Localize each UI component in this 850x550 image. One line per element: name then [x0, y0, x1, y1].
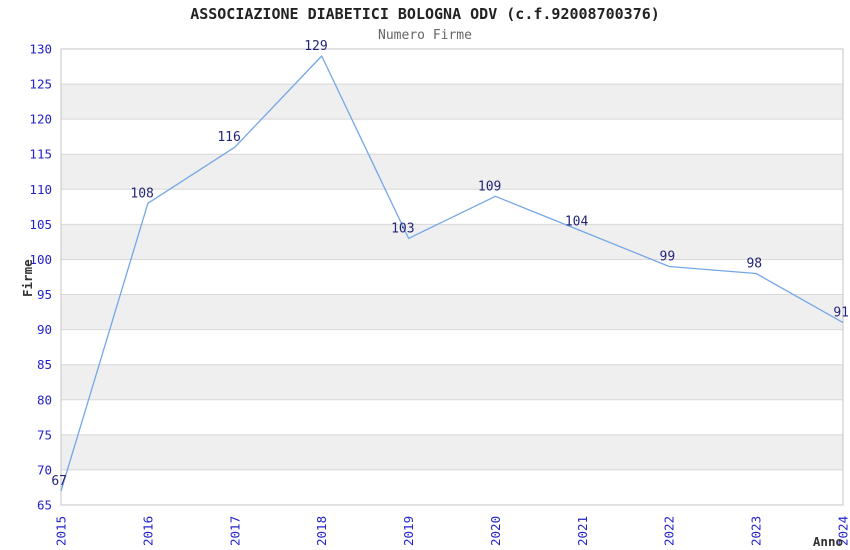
y-tick-label: 125 [29, 77, 52, 92]
point-label: 98 [746, 257, 762, 272]
point-label: 99 [660, 250, 676, 265]
y-tick-label: 65 [37, 498, 52, 513]
y-tick-label: 110 [29, 182, 52, 197]
y-tick-label: 95 [37, 287, 52, 302]
point-label: 109 [478, 179, 501, 194]
y-tick-label: 100 [29, 252, 52, 267]
plot-border [60, 48, 844, 506]
point-label: 91 [833, 306, 849, 321]
x-tick-label: 2023 [749, 516, 764, 546]
x-tick-label: 2019 [401, 516, 416, 546]
y-tick-label: 105 [29, 217, 52, 232]
plot-band [61, 84, 843, 120]
y-tick-label: 130 [29, 42, 52, 57]
y-tick-label: 70 [37, 462, 52, 477]
point-label: 67 [51, 474, 67, 489]
y-tick-label: 80 [37, 392, 52, 407]
point-label: 104 [565, 214, 589, 229]
x-tick-label: 2024 [836, 516, 850, 546]
x-tick-label: 2015 [54, 516, 69, 546]
y-axis-title: Firme [20, 259, 35, 297]
plot-band [61, 434, 843, 470]
x-tick-label: 2017 [227, 516, 242, 546]
plot-band [61, 224, 843, 260]
x-axis-title: Anno [813, 534, 843, 549]
point-label: 116 [217, 130, 240, 145]
chart-title: ASSOCIAZIONE DIABETICI BOLOGNA ODV (c.f.… [190, 5, 660, 23]
x-tick-label: 2021 [575, 516, 590, 546]
point-label: 129 [304, 39, 327, 54]
data-line [60, 55, 844, 492]
y-tick-label: 75 [37, 427, 52, 442]
x-tick-label: 2022 [662, 516, 677, 546]
plot-band [61, 154, 843, 190]
plot-band [61, 294, 843, 330]
chart-subtitle: Numero Firme [378, 28, 472, 43]
y-tick-label: 85 [37, 357, 52, 372]
point-label: 108 [130, 186, 153, 201]
y-tick-label: 120 [29, 112, 52, 127]
y-tick-label: 90 [37, 322, 52, 337]
point-label: 103 [391, 221, 414, 236]
x-tick-label: 2020 [488, 516, 503, 546]
y-tick-label: 115 [29, 147, 52, 162]
x-tick-label: 2016 [140, 516, 155, 546]
plot-band [61, 364, 843, 400]
x-tick-label: 2018 [314, 516, 329, 546]
